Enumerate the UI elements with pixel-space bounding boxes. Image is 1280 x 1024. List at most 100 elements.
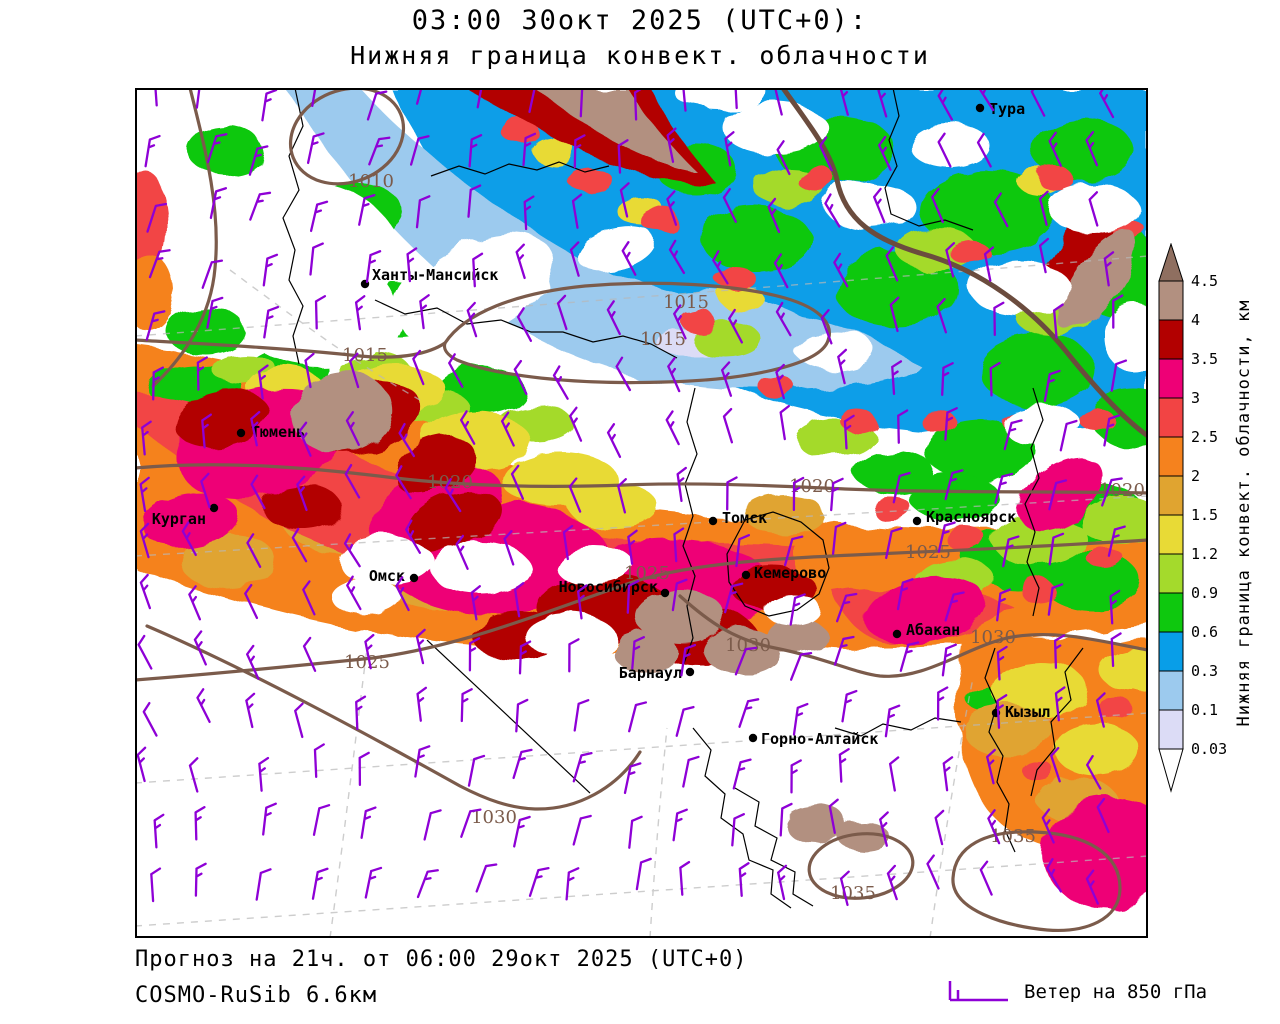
wind-barb: [724, 131, 735, 167]
wind-barb: [942, 756, 954, 792]
isobar-label: 1035: [990, 826, 1036, 847]
wind-barb: [672, 808, 688, 842]
wind-barbs: [136, 88, 1128, 907]
wind-barb: [987, 809, 1001, 845]
wind-barb: [513, 582, 525, 618]
wind-barb: [1059, 419, 1078, 452]
city-label: Абакан: [906, 621, 960, 639]
wind-barb: [892, 471, 911, 504]
wind-barb: [615, 356, 632, 392]
colorbar-tick: 3.5: [1191, 350, 1218, 368]
wind-barb: [789, 652, 813, 681]
wind-barb: [573, 134, 586, 169]
wind-barb: [779, 802, 793, 837]
isobar-label: 1030: [725, 635, 771, 656]
wind-barb: [460, 808, 482, 838]
wind-barb: [568, 638, 580, 673]
wind-barb: [365, 250, 382, 283]
wind-barb: [1052, 303, 1064, 339]
colorbar-segment: [1158, 670, 1184, 711]
wind-barb: [1038, 190, 1049, 227]
wind-barb: [986, 748, 996, 785]
wind-barb-legend-icon: [948, 981, 1008, 1002]
isobar-label: 1025: [624, 563, 670, 584]
isobar-label: 1035: [830, 883, 876, 904]
wind-barb: [409, 135, 430, 166]
wind-barb: [311, 867, 329, 900]
wind-barb: [255, 868, 272, 901]
city-markers: Тура Ханты-Мансийск Тюмень Курган Омск Новоси…: [152, 100, 1050, 748]
wind-barb: [395, 465, 412, 500]
wind-barb: [1085, 869, 1099, 905]
wind-barb: [513, 359, 528, 396]
wind-barb: [246, 644, 260, 680]
wind-barb: [565, 867, 580, 901]
wind-barb: [877, 135, 892, 171]
isobar-label: 1020: [789, 476, 835, 497]
wind-barb: [623, 762, 642, 795]
wind-barb: [889, 296, 900, 333]
cloud-field: [135, 88, 1148, 909]
wind-barb: [415, 88, 436, 105]
wind-barb: [833, 635, 855, 666]
wind-barb: [572, 814, 592, 846]
wind-barb: [828, 798, 839, 834]
city-label: Барнаул: [619, 664, 682, 682]
city-label: Кемерово: [754, 564, 826, 582]
wind-barb: [513, 815, 531, 848]
wind-barb: [572, 751, 593, 783]
colorbar-tick: 1.5: [1191, 506, 1218, 524]
wind-barb: [571, 193, 583, 229]
wind-barb: [522, 132, 537, 167]
wind-barb: [1112, 294, 1124, 329]
wind-barb: [673, 527, 685, 563]
wind-barb: [937, 521, 956, 553]
wind-barb: [774, 88, 784, 116]
wind-barb: [153, 88, 165, 107]
city-dot: [741, 570, 751, 580]
wind-barb: [467, 754, 486, 787]
wind-barb: [515, 698, 529, 733]
city-label: Тура: [989, 100, 1025, 118]
wind-barb: [1002, 535, 1020, 568]
colorbar-segment: [1158, 397, 1184, 438]
wind-barb: [294, 702, 304, 739]
wind-barb: [937, 132, 952, 168]
wind-barb: [945, 242, 956, 278]
colorbar-tick: 0.1: [1191, 701, 1218, 719]
wind-barb: [556, 294, 568, 331]
wind-barb: [406, 247, 418, 283]
colorbar-segment: [1158, 709, 1184, 750]
wind-barb: [735, 534, 751, 568]
wind-barb: [665, 410, 680, 446]
graticule-lines: [135, 255, 1148, 938]
wind-barb: [1050, 746, 1061, 783]
colorbar-tick: 2.5: [1191, 428, 1218, 446]
wind-barb: [398, 422, 416, 458]
wind-barb: [722, 187, 737, 223]
wind-barb: [150, 867, 162, 903]
wind-legend: Ветер на 850 гПа: [946, 978, 1207, 1004]
wind-barb: [1109, 589, 1121, 625]
wind-barb: [468, 637, 481, 672]
wind-barb: [996, 588, 1012, 622]
colorbar-tick: 0.03: [1191, 740, 1227, 758]
wind-barb: [722, 407, 734, 444]
wind-barb: [263, 305, 280, 339]
wind-barb: [152, 366, 164, 401]
wind-barb: [891, 360, 903, 396]
city-label: Омск: [369, 567, 405, 585]
wind-barb: [345, 411, 360, 447]
wind-barb: [146, 202, 168, 233]
wind-barb: [1110, 632, 1122, 668]
wind-barb: [139, 476, 150, 513]
wind-barb: [139, 573, 152, 610]
colorbar-tick: 4: [1191, 311, 1200, 329]
wind-barb: [993, 301, 1005, 337]
wind-barb: [1038, 237, 1050, 274]
city-dot: [708, 516, 718, 526]
wind-barb: [1030, 88, 1046, 117]
wind-barb: [1088, 191, 1099, 227]
isobar-label: 1030: [471, 807, 517, 828]
